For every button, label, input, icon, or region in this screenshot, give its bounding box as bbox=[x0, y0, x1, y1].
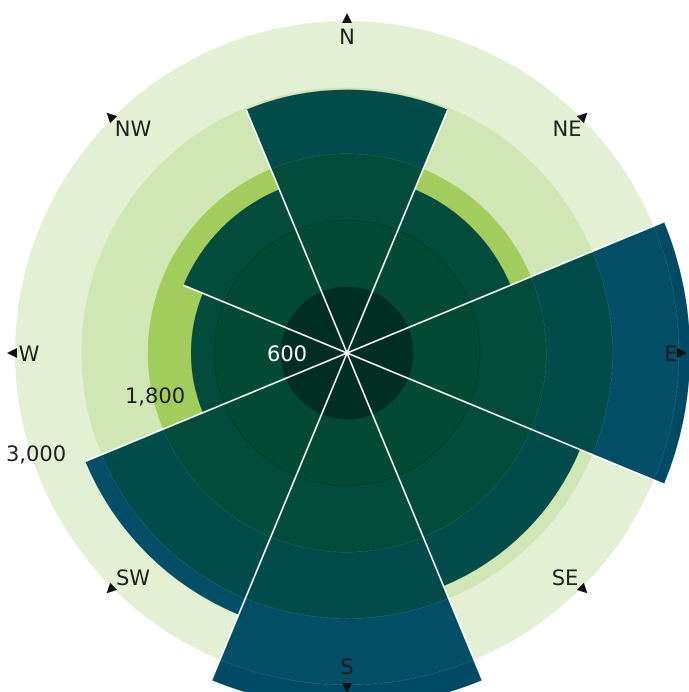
direction-label-n: N bbox=[339, 25, 355, 49]
sector-nw-band-1 bbox=[183, 189, 297, 303]
separator-ne bbox=[346, 109, 449, 354]
direction-arrows bbox=[7, 13, 687, 692]
arrow-ne-icon bbox=[576, 112, 588, 124]
separator-nw bbox=[183, 284, 348, 354]
ring-label-1800: 1,800 bbox=[125, 384, 185, 408]
separator-sw bbox=[210, 352, 348, 681]
direction-label-sw: SW bbox=[116, 566, 150, 590]
sector-w-band-1 bbox=[190, 293, 225, 413]
direction-label-ne: NE bbox=[553, 117, 582, 141]
sector-n-band-1 bbox=[270, 153, 424, 231]
separator-n bbox=[245, 109, 348, 354]
sector-s-band-1 bbox=[270, 475, 424, 553]
direction-label-w: W bbox=[19, 342, 40, 366]
sector-sw-band-3 bbox=[85, 454, 246, 615]
arrow-se-icon bbox=[576, 582, 588, 594]
sector-e-band-4 bbox=[653, 221, 689, 485]
arrow-w-icon bbox=[7, 348, 17, 358]
sector-separators bbox=[84, 109, 665, 681]
sector-s-band-4 bbox=[211, 659, 483, 692]
sector-e-band-3 bbox=[592, 225, 680, 481]
direction-label-nw: NW bbox=[115, 117, 152, 141]
sector-sw-band-2 bbox=[101, 429, 271, 599]
arrow-nw-icon bbox=[106, 112, 118, 124]
sector-sw-band-1 bbox=[162, 403, 297, 538]
ring-label-600: 600 bbox=[267, 342, 307, 366]
separator-se bbox=[346, 352, 665, 486]
sector-se-band-2 bbox=[423, 429, 581, 587]
direction-label-se: SE bbox=[552, 566, 579, 590]
arrow-e-icon bbox=[677, 348, 687, 358]
sector-e-band-2 bbox=[531, 251, 613, 455]
direction-label-e: E bbox=[664, 342, 677, 366]
sector-s-band-2 bbox=[245, 537, 449, 619]
separator-s bbox=[346, 352, 484, 681]
arrow-n-icon bbox=[342, 13, 352, 23]
ring-label-3000: 3,000 bbox=[6, 442, 66, 466]
arrow-sw-icon bbox=[106, 582, 118, 594]
separator-e bbox=[346, 220, 665, 354]
chart-sectors bbox=[85, 89, 689, 692]
direction-label-s: S bbox=[340, 655, 353, 679]
sector-e-band-1 bbox=[469, 276, 547, 430]
sector-se-band-1 bbox=[397, 403, 532, 538]
sector-n-band-2 bbox=[246, 89, 448, 169]
separator-w bbox=[84, 352, 348, 463]
sector-s-band-3 bbox=[219, 598, 475, 686]
ring-outline-1200 bbox=[213, 219, 481, 487]
arrow-s-icon bbox=[342, 683, 352, 692]
sector-ne-band-1 bbox=[397, 189, 511, 303]
